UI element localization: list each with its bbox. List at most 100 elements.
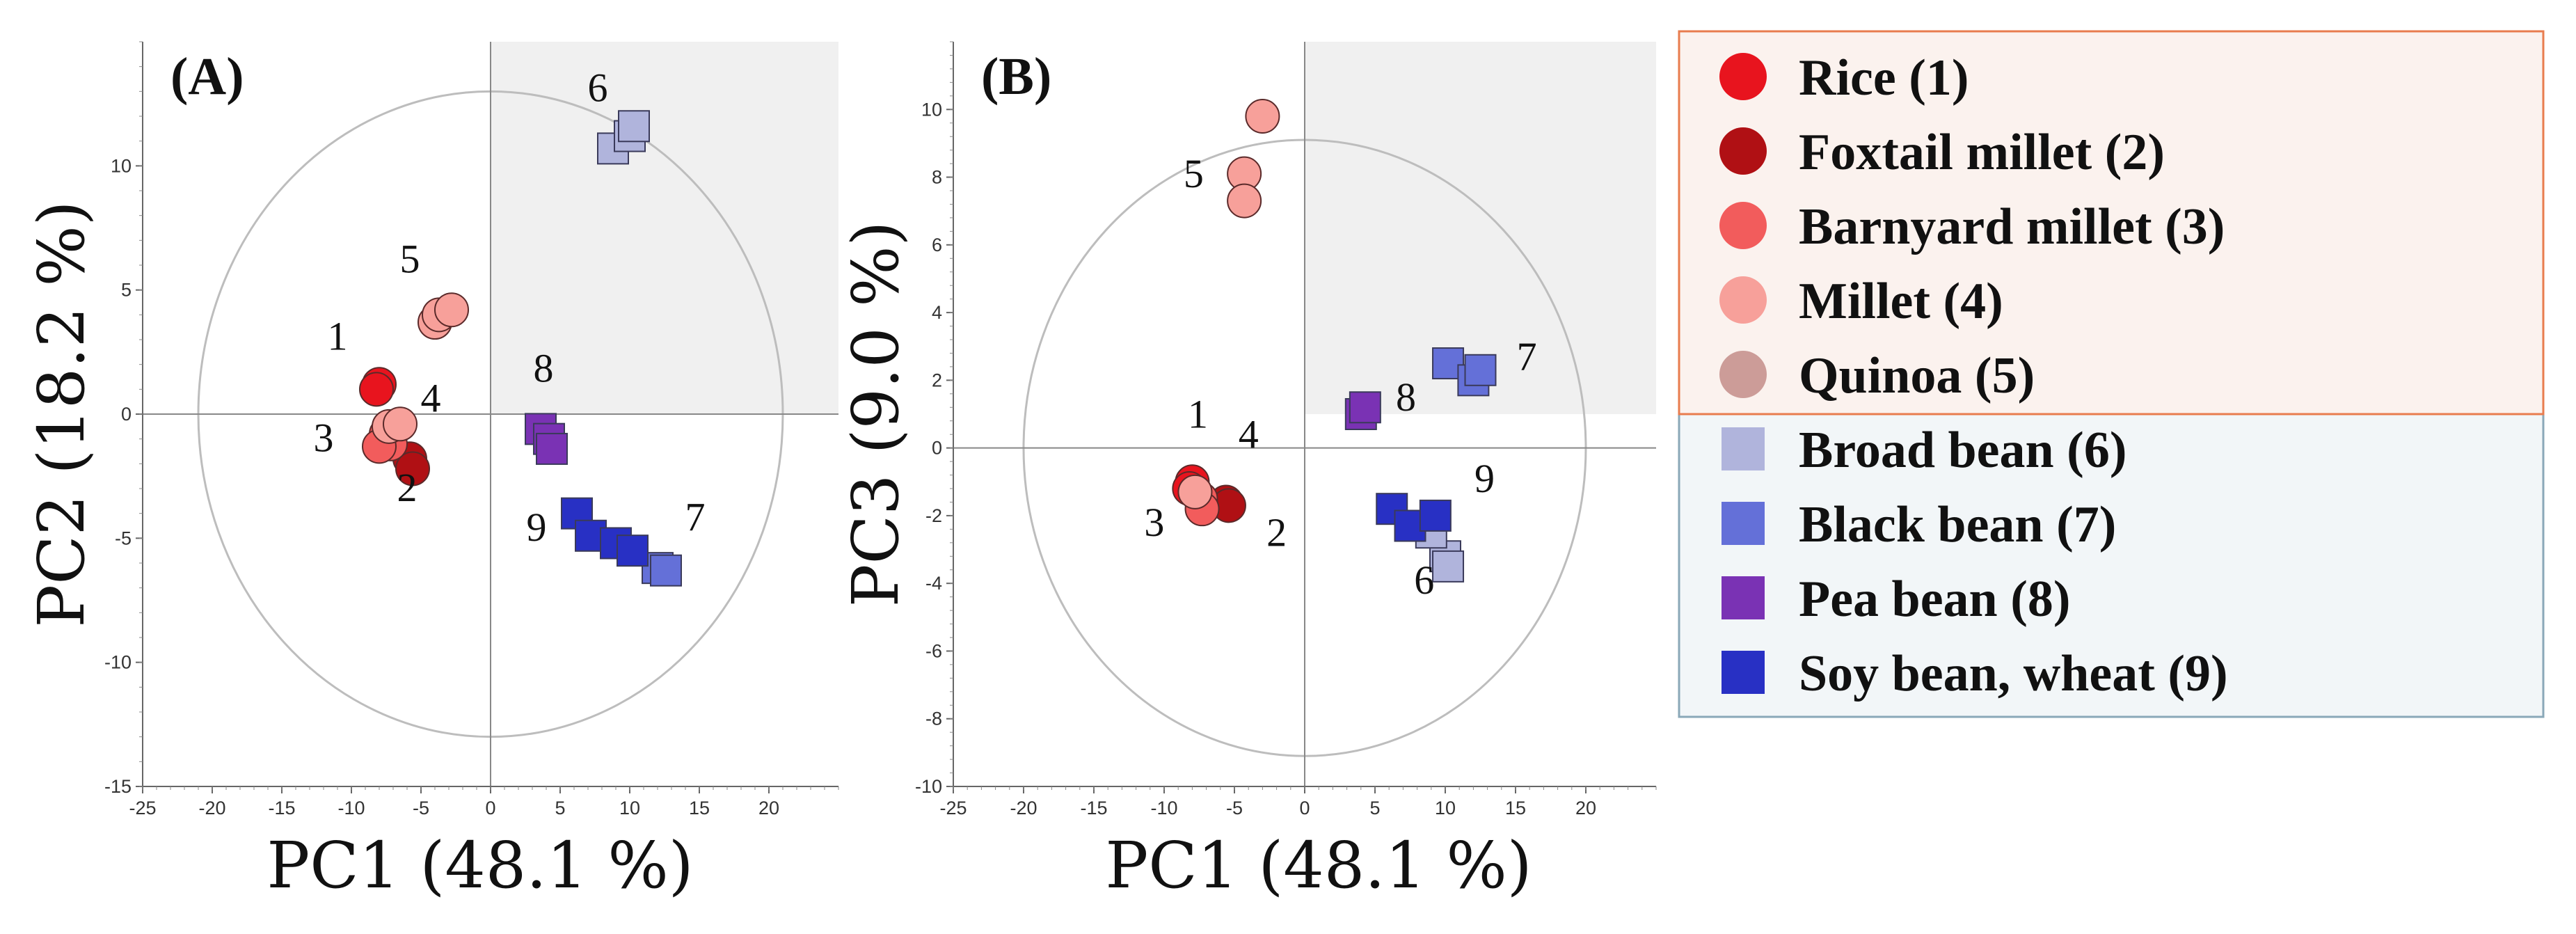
panel-a-xtick-label: -10 [337,798,365,818]
panel-b-ytick-label: -8 [925,709,942,729]
panel-b-point-pea-bean-8 [1349,391,1381,424]
panel-a-tag: (A) [170,47,244,106]
legend-item-barnyard-millet-3-label: Barnyard millet (3) [1799,198,2225,255]
panel-b-xtick-label: -10 [1150,798,1177,818]
panel-a-xtick-label: -20 [198,798,225,818]
panel-b-point-soy-bean-wheat-9 [1419,499,1452,532]
panel-b-group-label: 8 [1396,374,1416,420]
panel-a-group-label: 6 [588,65,608,111]
legend-item-black-bean-7-label: Black bean (7) [1799,496,2116,553]
panel-b-group-label: 5 [1184,151,1204,196]
legend-item-pea-bean-8-marker-icon [1722,576,1765,619]
panel-a-xlabel: PC1 (48.1 %) [267,828,693,903]
legend-item-millet-4: Millet (4) [1719,273,2003,330]
panel-a-ytick-label: -10 [104,652,132,673]
legend-item-millet-4-label: Millet (4) [1799,273,2003,330]
panel-b-xlabel: PC1 (48.1 %) [1105,828,1532,903]
panel-b-group-label: 2 [1266,510,1287,555]
panel-a-point-black-bean-7 [650,554,682,587]
panel-a-xtick-label: 0 [485,798,495,818]
panel-a-xtick-label: 15 [689,798,710,818]
panel-a-group-label: 2 [397,465,418,510]
panel-b-xtick-label: 10 [1435,798,1456,818]
panel-a-ytick-label: -5 [115,528,132,548]
panel-a-group-label: 7 [685,495,706,540]
panel-b-xtick-label: -5 [1226,798,1243,818]
panel-b-group-label: 6 [1414,557,1434,603]
legend-item-pea-bean-8-label: Pea bean (8) [1799,571,2071,628]
panel-b-point-black-bean-7 [1464,354,1497,386]
panel-a-point-foxtail-millet-2 [395,451,430,486]
legend-item-rice-1: Rice (1) [1719,49,1969,106]
legend-item-quinoa-5-label: Quinoa (5) [1799,347,2035,404]
panel-a-xtick-label: -25 [129,798,156,818]
panel-b-ytick-label: 0 [932,438,942,459]
panel-b-ytick-label: -6 [925,640,942,661]
plot-a-quadrant-shade [491,42,838,414]
panel-a-ytick-label: 0 [121,404,132,425]
panel-a-group-label: 8 [534,346,554,391]
panel-b-xtick-label: 0 [1299,798,1310,818]
panel-b-ytick-label: 8 [932,167,942,188]
legend-item-soy-bean-wheat-9: Soy bean, wheat (9) [1722,645,2228,702]
legend-item-black-bean-7-marker-icon [1722,502,1765,545]
legend-item-broad-bean-6-label: Broad bean (6) [1799,422,2126,479]
panel-b-ytick-label: 4 [932,302,942,323]
panel-b-point-quinoa-5 [1227,183,1262,219]
panel-a-point-rice-1 [359,372,394,407]
panel-b-point-millet-4 [1177,474,1213,509]
panel-a-point-quinoa-5 [434,292,469,328]
legend-item-soy-bean-wheat-9-marker-icon [1722,651,1765,694]
panel-a-pc1-pc2: -25 -20 -15 -10 -5 0 5 10 15 20 -15 -10 -5 0 5 10 1 2 3 4 5 6… [24,41,839,903]
legend-item-soy-bean-wheat-9-label: Soy bean, wheat (9) [1799,645,2228,702]
legend-item-broad-bean-6-marker-icon [1722,427,1765,470]
panel-b-tag: (B) [981,47,1051,106]
panel-a-ytick-label: 10 [111,155,132,176]
panel-b-ytick-label: 6 [932,235,942,255]
panel-b-xtick-label: 15 [1505,798,1526,818]
panel-a-point-pea-bean-8 [536,432,568,465]
panel-a-ytick-label: 5 [121,280,132,301]
panel-b-ytick-label: -4 [925,573,942,594]
legend-item-quinoa-5-marker-icon [1719,351,1767,398]
legend-item-foxtail-millet-2-marker-icon [1719,127,1767,175]
panel-b-xtick-label: 5 [1369,798,1380,818]
panel-b-xtick-label: -20 [1010,798,1037,818]
panel-a-ylabel: PC2 (18.2 %) [24,200,99,627]
legend-item-barnyard-millet-3: Barnyard millet (3) [1719,198,2225,255]
legend-legumes-box [1678,413,2545,718]
panel-b-ytick-label: -2 [925,505,942,526]
legend-item-foxtail-millet-2-label: Foxtail millet (2) [1799,124,2165,181]
panel-a-xtick-label: 5 [555,798,565,818]
legend: Rice (1) Foxtail millet (2) Barnyard mille… [1678,30,2545,718]
plot-b-quadrant-shade [1305,42,1656,414]
legend-item-quinoa-5: Quinoa (5) [1719,347,2035,404]
panel-b-xtick-label: -15 [1080,798,1107,818]
legend-items: Rice (1) Foxtail millet (2) Barnyard mille… [1719,49,2228,702]
panel-b-point-broad-bean-6 [1432,550,1465,583]
panel-a-point-soy-bean-wheat-9 [617,535,649,567]
panel-b-group-label: 9 [1474,456,1495,501]
panel-a-xtick-label: 10 [619,798,640,818]
panel-a-point-millet-4 [383,406,418,442]
panel-b-ytick-label: 10 [921,99,942,120]
legend-item-millet-4-marker-icon [1719,276,1767,324]
legend-cereals-box [1678,30,2545,415]
panel-a-point-broad-bean-6 [618,110,650,143]
panel-a-group-label: 3 [314,415,334,461]
legend-item-pea-bean-8: Pea bean (8) [1722,571,2071,628]
panel-a-ytick-label: -15 [104,776,132,797]
panel-b-group-label: 1 [1188,391,1208,436]
plot-a-content: -25 -20 -15 -10 -5 0 5 10 15 20 -15 -10 -5 0 5 10 1 2 3 4 5 6… [104,41,839,818]
plot-b-content: -25 -20 -15 -10 -5 0 5 10 15 20-10-8-6-4-20246810… [915,41,1657,818]
panel-b-group-label: 3 [1144,500,1164,545]
panel-b-group-label: 4 [1239,412,1259,457]
panel-b-group-label: 7 [1517,334,1537,379]
legend-item-barnyard-millet-3-marker-icon [1719,202,1767,249]
panel-b-xtick-label: 20 [1575,798,1596,818]
legend-item-rice-1-label: Rice (1) [1799,49,1969,106]
panel-a-xtick-label: -15 [268,798,295,818]
panel-a-group-label: 1 [328,313,348,358]
panel-b-ytick-label: 2 [932,370,942,390]
